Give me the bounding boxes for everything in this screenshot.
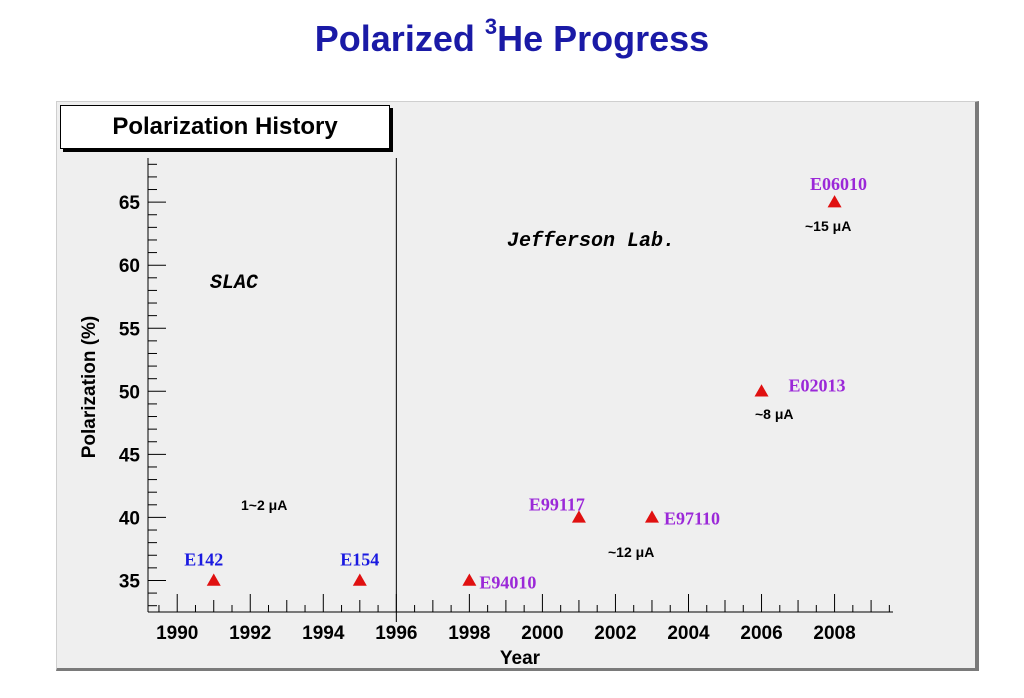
x-tick-label: 1996	[375, 623, 417, 644]
title-main: Polarized	[314, 18, 485, 59]
y-tick-label: 55	[119, 319, 141, 340]
point-label-e99117: E99117	[529, 494, 585, 514]
title-superscript: 3	[484, 14, 498, 39]
page-title: Polarized 3He Progress	[0, 14, 1024, 60]
x-tick-label: 1992	[229, 623, 271, 644]
point-label-e02013: E02013	[789, 375, 846, 395]
x-tick-label: 2004	[667, 623, 710, 644]
title-rest: He Progress	[497, 18, 710, 59]
ticks-layer: 35 40 45 50 55 60 65 1990 1992 1994 1996 1998 2000 20…	[119, 163, 890, 644]
y-tick-label: 35	[119, 571, 141, 592]
chart-title-box: Polarization History	[60, 105, 390, 149]
annotation-current-e02013: ~8 μA	[755, 406, 794, 422]
x-tick-label: 1998	[448, 623, 490, 644]
x-tick-label: 2006	[740, 623, 782, 644]
point-marker-e142	[206, 573, 221, 586]
axes-layer	[147, 158, 893, 622]
y-axis-title: Polarization (%)	[79, 316, 100, 459]
x-axis-title: Year	[500, 648, 541, 669]
y-tick-label: 45	[119, 445, 141, 466]
region-label-slac: SLAC	[210, 272, 259, 295]
point-marker-e94010	[462, 573, 477, 586]
x-tick-label: 2002	[594, 623, 636, 644]
x-tick-label: 2008	[813, 623, 855, 644]
point-marker-e99117	[571, 510, 586, 523]
x-tick-label: 1994	[302, 623, 345, 644]
x-tick-label: 2000	[521, 623, 563, 644]
region-label-jlab: Jefferson Lab.	[507, 230, 675, 253]
y-tick-label: 60	[119, 256, 140, 277]
point-marker-e154	[352, 573, 367, 586]
point-marker-e06010	[827, 195, 842, 208]
y-tick-label: 40	[119, 508, 140, 529]
chart-canvas	[56, 101, 979, 671]
annotation-current-e99117-e97110: ~12 μA	[608, 544, 654, 560]
point-label-e97110: E97110	[664, 508, 720, 528]
marks-layer: E142 E154 E94010 E99117 E97110 E02013 E06010	[184, 174, 867, 592]
annotation-current-e06010: ~15 μA	[805, 218, 851, 234]
point-label-e94010: E94010	[479, 572, 536, 592]
x-tick-label: 1990	[156, 623, 198, 644]
point-label-e154: E154	[340, 549, 379, 569]
y-tick-label: 65	[119, 193, 141, 214]
annotation-current-slac: 1~2 μA	[241, 497, 287, 513]
point-marker-e02013	[754, 384, 769, 397]
point-label-e06010: E06010	[810, 174, 867, 194]
point-marker-e97110	[644, 510, 659, 523]
y-tick-label: 50	[119, 382, 140, 403]
point-label-e142: E142	[184, 549, 223, 569]
